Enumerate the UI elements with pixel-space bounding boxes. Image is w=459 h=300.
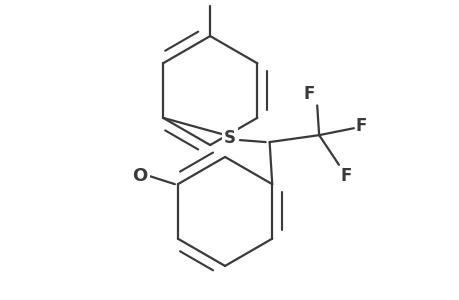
Text: F: F bbox=[340, 167, 352, 185]
Text: F: F bbox=[303, 85, 314, 103]
Text: O: O bbox=[132, 167, 147, 185]
Text: S: S bbox=[224, 129, 235, 147]
Text: F: F bbox=[355, 117, 366, 135]
